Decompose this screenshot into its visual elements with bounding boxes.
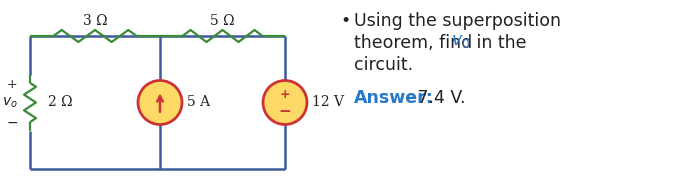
- Ellipse shape: [263, 81, 307, 125]
- Text: Using the superposition: Using the superposition: [354, 12, 561, 30]
- Text: 5 Ω: 5 Ω: [210, 14, 235, 28]
- Text: −: −: [279, 104, 291, 119]
- Text: +: +: [7, 78, 17, 91]
- Text: 7.4 V.: 7.4 V.: [412, 89, 466, 107]
- Text: 5 A: 5 A: [187, 95, 210, 109]
- Text: circuit.: circuit.: [354, 56, 413, 74]
- Text: +: +: [280, 88, 291, 101]
- Ellipse shape: [138, 81, 182, 125]
- Text: theorem, find: theorem, find: [354, 34, 478, 52]
- Text: in the: in the: [471, 34, 527, 52]
- Text: 3 Ω: 3 Ω: [83, 14, 107, 28]
- Text: −: −: [6, 115, 18, 130]
- Text: Answer:: Answer:: [354, 89, 434, 107]
- Text: 2 Ω: 2 Ω: [48, 95, 72, 109]
- Text: $v_0$: $v_0$: [451, 33, 471, 50]
- Text: 12 V: 12 V: [312, 95, 344, 109]
- Text: •: •: [340, 12, 351, 30]
- Text: $v_o$: $v_o$: [2, 95, 18, 110]
